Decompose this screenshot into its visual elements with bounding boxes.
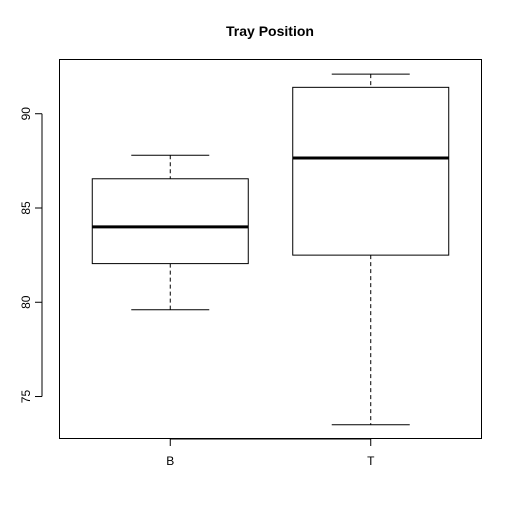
x-tick-label: T [367, 454, 375, 468]
y-tick-label: 75 [19, 390, 33, 404]
y-tick-label: 85 [19, 201, 33, 215]
y-tick-label: 80 [19, 295, 33, 309]
y-tick-label: 90 [19, 107, 33, 121]
box-T [292, 86, 450, 256]
x-tick-label: B [166, 454, 174, 468]
box-B [91, 178, 249, 265]
chart-title: Tray Position [226, 23, 314, 39]
chart-marks: 75 80 85 90 B T [19, 73, 450, 468]
